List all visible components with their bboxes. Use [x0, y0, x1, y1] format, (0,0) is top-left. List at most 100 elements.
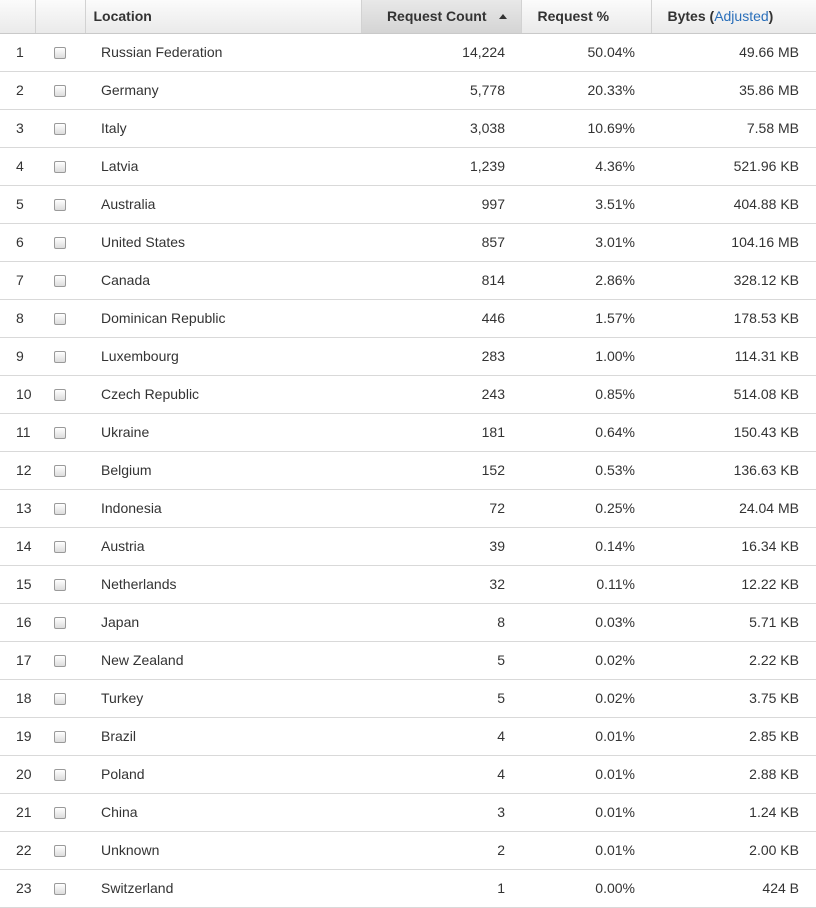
row-location: Dominican Republic [85, 299, 361, 338]
row-select-checkbox[interactable] [54, 655, 66, 668]
table-row: 14 Austria 39 0.14% 16.34 KB [0, 527, 816, 566]
row-select-checkbox[interactable] [54, 351, 66, 364]
table-row: 1 Russian Federation 14,224 50.04% 49.66 MB [0, 33, 816, 72]
row-rank: 21 [0, 793, 35, 832]
table-row: 11 Ukraine 181 0.64% 150.43 KB [0, 413, 816, 452]
row-bytes: 2.22 KB [651, 641, 816, 680]
table-row: 12 Belgium 152 0.53% 136.63 KB [0, 451, 816, 490]
row-rank: 14 [0, 527, 35, 566]
row-select-checkbox[interactable] [54, 769, 66, 782]
row-request-percent: 1.57% [521, 299, 651, 338]
row-select-cell [35, 527, 85, 566]
row-location: Germany [85, 71, 361, 110]
row-request-percent: 0.14% [521, 527, 651, 566]
row-rank: 8 [0, 299, 35, 338]
row-bytes: 49.66 MB [651, 33, 816, 72]
row-rank: 18 [0, 679, 35, 718]
row-request-count: 1,239 [361, 147, 521, 186]
row-select-cell [35, 755, 85, 794]
row-request-count: 152 [361, 451, 521, 490]
bytes-adjusted-link[interactable]: Adjusted [714, 8, 769, 25]
rank-column-header [0, 0, 35, 34]
row-request-count: 39 [361, 527, 521, 566]
row-select-checkbox[interactable] [54, 541, 66, 554]
row-select-checkbox[interactable] [54, 883, 66, 896]
row-select-checkbox[interactable] [54, 845, 66, 858]
row-select-checkbox[interactable] [54, 579, 66, 592]
row-select-cell [35, 375, 85, 414]
row-rank: 1 [0, 33, 35, 72]
sort-ascending-arrow-icon [498, 14, 507, 20]
request-count-header-label: Request Count [386, 8, 487, 25]
row-bytes: 150.43 KB [651, 413, 816, 452]
row-select-checkbox[interactable] [54, 427, 66, 440]
row-request-count: 5 [361, 679, 521, 718]
row-request-count: 72 [361, 489, 521, 528]
row-select-checkbox[interactable] [54, 85, 66, 98]
row-bytes: 328.12 KB [651, 261, 816, 300]
row-request-percent: 0.03% [521, 603, 651, 642]
row-select-cell [35, 185, 85, 224]
row-rank: 23 [0, 869, 35, 908]
row-location: Russian Federation [85, 33, 361, 72]
row-select-cell [35, 641, 85, 680]
row-select-cell [35, 147, 85, 186]
table-header-row: Location Request Count Request % Bytes (… [0, 0, 816, 34]
row-request-count: 814 [361, 261, 521, 300]
row-select-cell [35, 869, 85, 908]
row-rank: 10 [0, 375, 35, 414]
row-rank: 6 [0, 223, 35, 262]
row-location: Turkey [85, 679, 361, 718]
row-bytes: 104.16 MB [651, 223, 816, 262]
row-request-count: 5 [361, 641, 521, 680]
row-bytes: 3.75 KB [651, 679, 816, 718]
row-location: New Zealand [85, 641, 361, 680]
row-location: Netherlands [85, 565, 361, 604]
row-bytes: 1.24 KB [651, 793, 816, 832]
row-location: Austria [85, 527, 361, 566]
row-select-checkbox[interactable] [54, 617, 66, 630]
row-request-count: 3 [361, 793, 521, 832]
row-select-cell [35, 679, 85, 718]
bytes-column-header[interactable]: Bytes (Adjusted) [650, 0, 816, 34]
row-location: Poland [85, 755, 361, 794]
table-row: 15 Netherlands 32 0.11% 12.22 KB [0, 565, 816, 604]
row-select-checkbox[interactable] [54, 503, 66, 516]
row-location: Canada [85, 261, 361, 300]
row-select-checkbox[interactable] [54, 47, 66, 60]
table-row: 4 Latvia 1,239 4.36% 521.96 KB [0, 147, 816, 186]
row-request-count: 8 [361, 603, 521, 642]
location-column-header[interactable]: Location [84, 0, 361, 34]
row-request-percent: 0.85% [521, 375, 651, 414]
row-location: Australia [85, 185, 361, 224]
row-select-checkbox[interactable] [54, 389, 66, 402]
row-location: Japan [85, 603, 361, 642]
row-rank: 3 [0, 109, 35, 148]
row-select-checkbox[interactable] [54, 807, 66, 820]
request-percent-column-header[interactable]: Request % [520, 0, 651, 34]
row-rank: 12 [0, 451, 35, 490]
row-location: Unknown [85, 831, 361, 870]
table-row: 6 United States 857 3.01% 104.16 MB [0, 223, 816, 262]
row-select-checkbox[interactable] [54, 313, 66, 326]
row-select-checkbox[interactable] [54, 731, 66, 744]
row-select-checkbox[interactable] [54, 465, 66, 478]
row-select-checkbox[interactable] [54, 199, 66, 212]
row-select-cell [35, 261, 85, 300]
row-select-checkbox[interactable] [54, 275, 66, 288]
row-bytes: 178.53 KB [651, 299, 816, 338]
row-bytes: 5.71 KB [651, 603, 816, 642]
row-select-checkbox[interactable] [54, 693, 66, 706]
row-rank: 17 [0, 641, 35, 680]
request-count-column-header[interactable]: Request Count [360, 0, 521, 34]
row-select-checkbox[interactable] [54, 161, 66, 174]
select-column-header [34, 0, 85, 34]
row-select-cell [35, 793, 85, 832]
row-rank: 22 [0, 831, 35, 870]
row-rank: 16 [0, 603, 35, 642]
row-select-checkbox[interactable] [54, 237, 66, 250]
row-select-checkbox[interactable] [54, 123, 66, 136]
row-rank: 5 [0, 185, 35, 224]
table-row: 19 Brazil 4 0.01% 2.85 KB [0, 717, 816, 756]
row-location: Czech Republic [85, 375, 361, 414]
